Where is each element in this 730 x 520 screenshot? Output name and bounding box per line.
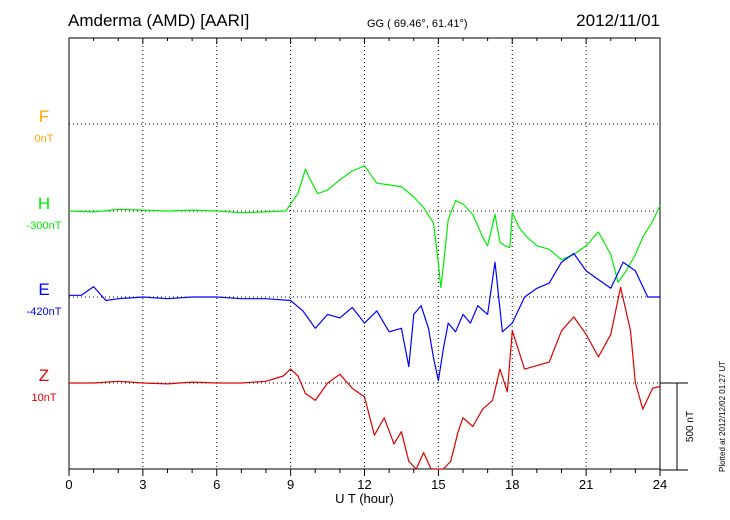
x-tick-label: 6 (213, 477, 220, 492)
series-line-z (69, 286, 661, 470)
series-label-h: H (38, 194, 50, 213)
series-line-e (69, 252, 660, 382)
x-tick-label: 15 (431, 477, 445, 492)
series-baseline-e: -420nT (27, 306, 62, 318)
series-label-z: Z (39, 366, 49, 385)
series-line-h (68, 165, 661, 289)
x-tick-label: 9 (287, 477, 294, 492)
date-label: 2012/11/01 (576, 11, 660, 30)
series-baseline-h: -300nT (27, 220, 62, 232)
x-tick-label: 0 (65, 477, 72, 492)
x-tick-label: 12 (357, 477, 371, 492)
x-tick-label: 18 (505, 477, 519, 492)
x-tick-label: 24 (653, 477, 667, 492)
series-baseline-f: 0nT (35, 133, 54, 145)
scale-bar-label: 500 nT (685, 411, 696, 442)
x-tick-label: 21 (579, 477, 593, 492)
series-label-e: E (38, 280, 49, 299)
x-axis-label: U T (hour) (335, 491, 394, 506)
x-tick-label: 3 (139, 477, 146, 492)
coordinates-label: GG ( 69.46°, 61.41°) (367, 18, 468, 30)
series-baseline-z: 10nT (31, 392, 56, 404)
series-label-f: F (39, 107, 49, 126)
station-title: Amderma (AMD) [AARI] (68, 11, 250, 30)
